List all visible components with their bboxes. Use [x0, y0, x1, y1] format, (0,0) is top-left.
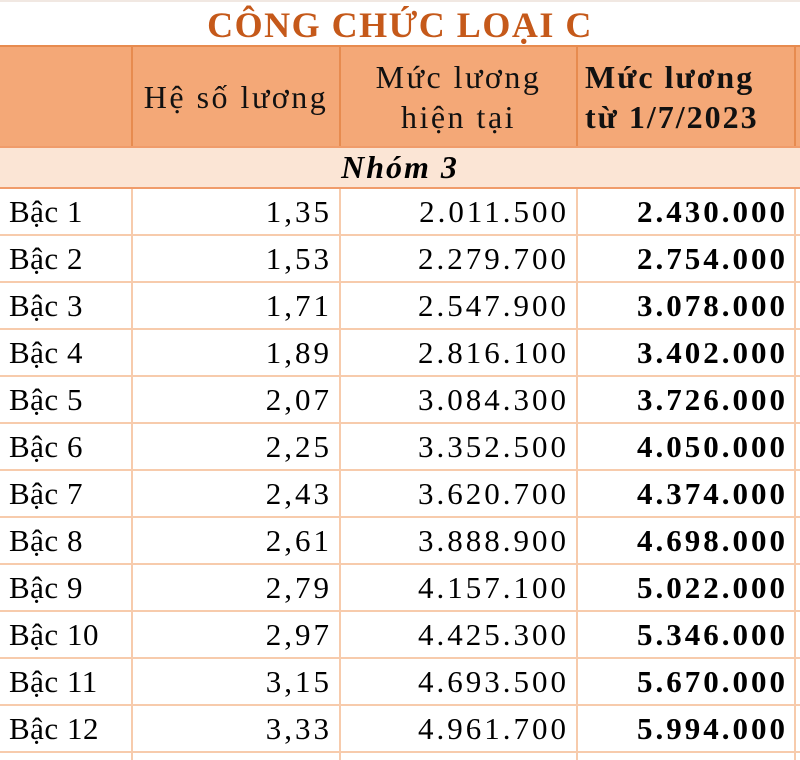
new-salary-cell: 5.994.000	[578, 706, 796, 753]
current-salary-cell: 4.693.500	[341, 659, 578, 706]
new-salary-cell: 4.374.000	[578, 471, 796, 518]
header-new-salary-line2: từ 1/7/2023	[585, 98, 759, 135]
table-row: Bậc 7 2,43 3.620.700 4.374.000	[0, 471, 800, 518]
coefficient-cell: 1,71	[133, 283, 341, 330]
current-salary-cell: 4.425.300	[341, 612, 578, 659]
group-label: Nhóm 3	[341, 148, 459, 185]
header-label-current-salary: Mức lương hiện tại	[341, 57, 576, 137]
current-salary-cell: 2.279.700	[341, 236, 578, 283]
new-salary-cell: 5.670.000	[578, 659, 796, 706]
spacer-cell	[796, 471, 800, 518]
spacer-cell	[796, 612, 800, 659]
page-title: CÔNG CHỨC LOẠI C	[207, 4, 593, 45]
spacer-cell	[796, 565, 800, 612]
spacer-cell	[796, 659, 800, 706]
spacer-cell	[796, 518, 800, 565]
current-salary-cell: 3.352.500	[341, 424, 578, 471]
table-row: Bậc 10 2,97 4.425.300 5.346.000	[0, 612, 800, 659]
table-row: Bậc 11 3,15 4.693.500 5.670.000	[0, 659, 800, 706]
header-label-coefficient: Hệ số lương	[143, 78, 329, 115]
new-salary-cell: 3.078.000	[578, 283, 796, 330]
table-row: Bậc 2 1,53 2.279.700 2.754.000	[0, 236, 800, 283]
table-row: Bậc 9 2,79 4.157.100 5.022.000	[0, 565, 800, 612]
header-label-new-salary: Mức lương từ 1/7/2023	[578, 57, 794, 137]
level-cell: Bậc 1	[0, 189, 133, 236]
current-salary-cell: 4.157.100	[341, 565, 578, 612]
current-salary-cell: 3.084.300	[341, 377, 578, 424]
coefficient-cell: 2,43	[133, 471, 341, 518]
table-row: Bậc 1 1,35 2.011.500 2.430.000	[0, 189, 800, 236]
partial-cell	[578, 753, 796, 760]
coefficient-cell: 2,25	[133, 424, 341, 471]
coefficient-cell: 2,79	[133, 565, 341, 612]
header-new-salary-line1: Mức lương	[585, 58, 755, 95]
spacer-cell	[796, 236, 800, 283]
coefficient-cell: 2,61	[133, 518, 341, 565]
title-row: CÔNG CHỨC LOẠI C	[0, 0, 800, 45]
header-current-salary-line2: hiện tại	[400, 98, 517, 135]
coefficient-cell: 2,97	[133, 612, 341, 659]
level-cell: Bậc 7	[0, 471, 133, 518]
table-row: Bậc 6 2,25 3.352.500 4.050.000	[0, 424, 800, 471]
spacer-cell	[796, 189, 800, 236]
partial-cell	[341, 753, 578, 760]
table-header-row: Hệ số lương Mức lương hiện tại Mức lương…	[0, 45, 800, 146]
spacer-cell	[796, 330, 800, 377]
table-row: Bậc 4 1,89 2.816.100 3.402.000	[0, 330, 800, 377]
coefficient-cell: 1,53	[133, 236, 341, 283]
coefficient-cell: 2,07	[133, 377, 341, 424]
level-cell: Bậc 5	[0, 377, 133, 424]
level-cell: Bậc 11	[0, 659, 133, 706]
header-cell-current-salary: Mức lương hiện tại	[341, 47, 578, 146]
level-cell: Bậc 10	[0, 612, 133, 659]
coefficient-cell: 1,89	[133, 330, 341, 377]
new-salary-cell: 4.698.000	[578, 518, 796, 565]
current-salary-cell: 2.816.100	[341, 330, 578, 377]
partial-cell	[796, 753, 800, 760]
level-cell: Bậc 9	[0, 565, 133, 612]
current-salary-cell: 2.011.500	[341, 189, 578, 236]
table-row: Bậc 5 2,07 3.084.300 3.726.000	[0, 377, 800, 424]
partial-cell	[133, 753, 341, 760]
group-row: Nhóm 3	[0, 146, 800, 189]
new-salary-cell: 4.050.000	[578, 424, 796, 471]
new-salary-cell: 5.346.000	[578, 612, 796, 659]
current-salary-cell: 3.620.700	[341, 471, 578, 518]
current-salary-cell: 3.888.900	[341, 518, 578, 565]
spacer-cell	[796, 283, 800, 330]
partial-clipped-row	[0, 753, 800, 760]
coefficient-cell: 1,35	[133, 189, 341, 236]
coefficient-cell: 3,15	[133, 659, 341, 706]
level-cell: Bậc 3	[0, 283, 133, 330]
level-cell: Bậc 4	[0, 330, 133, 377]
header-cell-empty	[0, 47, 133, 146]
level-cell: Bậc 8	[0, 518, 133, 565]
spacer-cell	[796, 706, 800, 753]
table-row: Bậc 12 3,33 4.961.700 5.994.000	[0, 706, 800, 753]
new-salary-cell: 2.430.000	[578, 189, 796, 236]
header-cell-coefficient: Hệ số lương	[133, 47, 341, 146]
current-salary-cell: 4.961.700	[341, 706, 578, 753]
new-salary-cell: 5.022.000	[578, 565, 796, 612]
header-cell-spacer	[796, 47, 800, 146]
level-cell: Bậc 2	[0, 236, 133, 283]
table-row: Bậc 3 1,71 2.547.900 3.078.000	[0, 283, 800, 330]
partial-cell	[0, 753, 133, 760]
new-salary-cell: 3.726.000	[578, 377, 796, 424]
level-cell: Bậc 6	[0, 424, 133, 471]
coefficient-cell: 3,33	[133, 706, 341, 753]
header-current-salary-line1: Mức lương	[375, 58, 542, 95]
header-cell-new-salary: Mức lương từ 1/7/2023	[578, 47, 796, 146]
level-cell: Bậc 12	[0, 706, 133, 753]
spacer-cell	[796, 424, 800, 471]
table-row: Bậc 8 2,61 3.888.900 4.698.000	[0, 518, 800, 565]
spacer-cell	[796, 377, 800, 424]
current-salary-cell: 2.547.900	[341, 283, 578, 330]
new-salary-cell: 2.754.000	[578, 236, 796, 283]
new-salary-cell: 3.402.000	[578, 330, 796, 377]
